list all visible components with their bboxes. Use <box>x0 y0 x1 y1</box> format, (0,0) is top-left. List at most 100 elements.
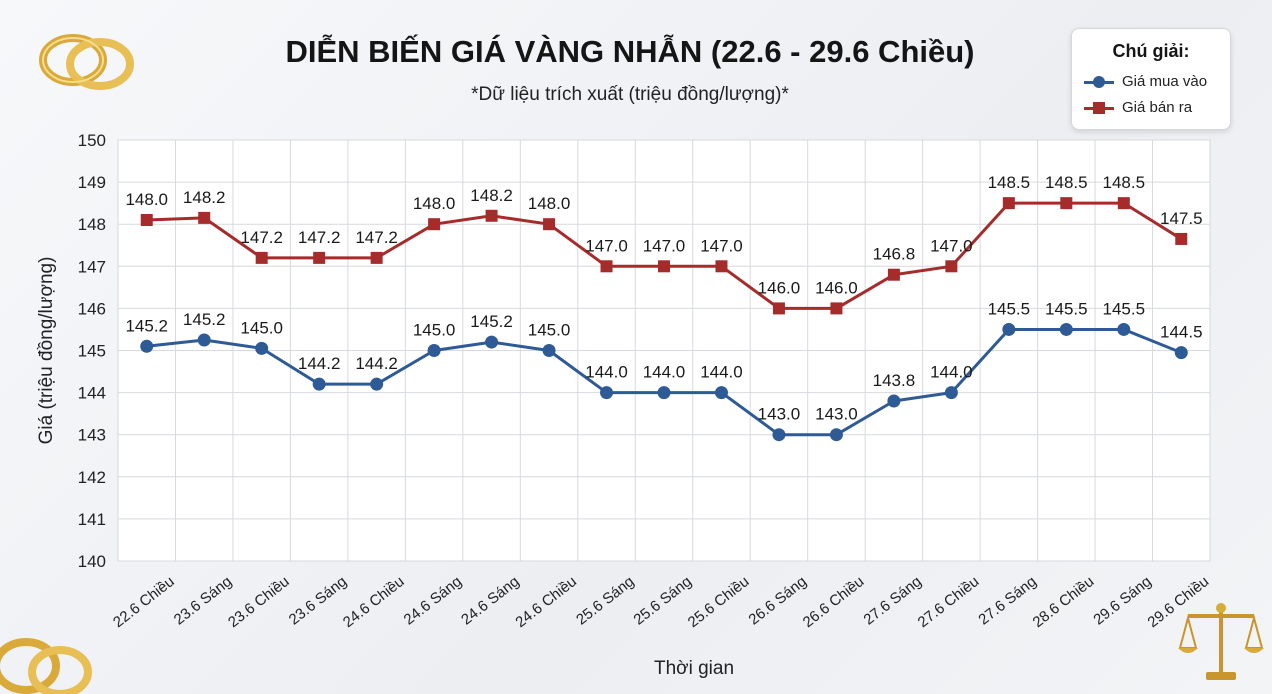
data-label: 147.0 <box>643 236 686 255</box>
circle-marker-icon <box>1093 76 1105 88</box>
y-tick-label: 143 <box>78 426 106 445</box>
data-label: 147.2 <box>240 228 283 247</box>
data-point <box>658 260 670 273</box>
data-label: 148.5 <box>1045 173 1088 192</box>
data-label: 147.5 <box>1160 209 1203 228</box>
x-axis-title: Thời gian <box>654 658 734 679</box>
x-tick-label: 24.6 Sáng <box>458 573 522 629</box>
data-label: 143.0 <box>815 405 858 424</box>
data-label: 144.0 <box>700 363 743 382</box>
data-label: 146.0 <box>758 278 801 297</box>
y-tick-label: 141 <box>78 510 106 529</box>
x-tick-label: 29.6 Sáng <box>1090 573 1154 629</box>
data-point <box>1117 197 1130 210</box>
gold-rings-icon <box>39 34 134 90</box>
x-tick-label: 27.6 Sáng <box>975 573 1039 629</box>
y-tick-label: 150 <box>78 131 106 150</box>
square-marker-icon <box>1093 102 1105 114</box>
y-tick-label: 146 <box>78 299 106 318</box>
data-label: 144.5 <box>1160 323 1203 342</box>
chart-title: DIỄN BIẾN GIÁ VÀNG NHẪN (22.6 - 29.6 Chi… <box>285 34 975 69</box>
data-point <box>140 213 153 226</box>
data-label: 145.5 <box>988 299 1031 318</box>
data-point <box>1002 322 1016 336</box>
chart-subtitle: *Dữ liệu trích xuất (triệu đồng/lượng)* <box>471 84 789 105</box>
y-tick-label: 140 <box>78 552 106 571</box>
x-tick-label: 27.6 Sáng <box>860 573 924 629</box>
data-label: 143.8 <box>873 371 916 390</box>
data-label: 145.2 <box>183 310 226 329</box>
gold-rings-bottom-icon <box>0 638 92 694</box>
data-label: 148.5 <box>988 173 1031 192</box>
y-tick-label: 147 <box>78 257 106 276</box>
data-point <box>714 386 728 400</box>
data-point <box>1002 197 1015 210</box>
x-tick-label: 23.6 Chiều <box>225 573 293 631</box>
data-point <box>887 394 901 408</box>
data-point <box>829 428 843 442</box>
data-point <box>543 218 556 231</box>
data-point <box>485 209 498 222</box>
data-point <box>1174 346 1188 360</box>
y-tick-label: 142 <box>78 468 106 487</box>
x-tick-label: 27.6 Chiều <box>915 573 983 631</box>
data-label: 144.2 <box>355 354 398 373</box>
data-point <box>657 386 671 400</box>
data-label: 145.5 <box>1045 299 1088 318</box>
data-point <box>255 341 269 355</box>
data-point <box>944 386 958 400</box>
x-tick-label: 24.6 Chiều <box>512 573 580 631</box>
x-tick-label: 28.6 Chiều <box>1030 573 1098 631</box>
data-point <box>830 302 843 315</box>
data-label: 144.0 <box>643 363 686 382</box>
data-point <box>485 335 499 349</box>
legend-title: Chú giải: <box>1112 41 1190 61</box>
data-point <box>772 302 785 315</box>
legend-label-buy: Giá mua vào <box>1122 73 1208 90</box>
data-point <box>197 333 211 347</box>
data-label: 145.0 <box>240 318 283 337</box>
data-label: 148.5 <box>1103 173 1146 192</box>
data-label: 145.5 <box>1103 299 1146 318</box>
data-label: 148.0 <box>528 194 571 213</box>
data-point <box>542 344 556 357</box>
data-label: 145.2 <box>470 312 513 331</box>
data-point <box>715 260 728 273</box>
data-point <box>1117 322 1131 336</box>
y-axis-title: Giá (triệu đồng/lượng) <box>36 257 57 445</box>
x-tick-label: 29.6 Chiều <box>1145 573 1213 631</box>
data-point <box>887 268 900 281</box>
data-label: 147.0 <box>930 236 973 255</box>
data-point <box>600 386 614 400</box>
data-point <box>1175 232 1188 245</box>
data-point <box>370 377 384 391</box>
data-point <box>312 377 326 391</box>
data-point <box>1059 322 1073 336</box>
data-point <box>313 251 326 264</box>
y-tick-label: 144 <box>78 384 106 403</box>
data-label: 147.2 <box>298 228 341 247</box>
y-tick-label: 145 <box>78 342 106 361</box>
data-point <box>140 339 154 353</box>
x-tick-label: 25.6 Sáng <box>573 573 637 629</box>
x-tick-label: 24.6 Sáng <box>401 573 465 629</box>
data-point <box>1060 197 1073 210</box>
data-label: 143.0 <box>758 405 801 424</box>
data-label: 148.0 <box>413 194 456 213</box>
x-tick-label: 26.6 Sáng <box>746 573 810 629</box>
data-label: 144.2 <box>298 354 341 373</box>
data-point <box>428 218 441 231</box>
data-point <box>600 260 613 273</box>
legend-label-sell: Giá bán ra <box>1122 99 1193 116</box>
y-tick-label: 149 <box>78 173 106 192</box>
data-point <box>427 344 441 357</box>
data-point <box>772 428 786 442</box>
data-label: 144.0 <box>930 363 973 382</box>
data-label: 146.0 <box>815 278 858 297</box>
y-tick-label: 148 <box>78 215 106 234</box>
legend: Chú giải: Giá mua vào Giá bán ra <box>1071 28 1231 130</box>
legend-item-sell: Giá bán ra <box>1084 97 1229 119</box>
data-point <box>945 260 958 273</box>
